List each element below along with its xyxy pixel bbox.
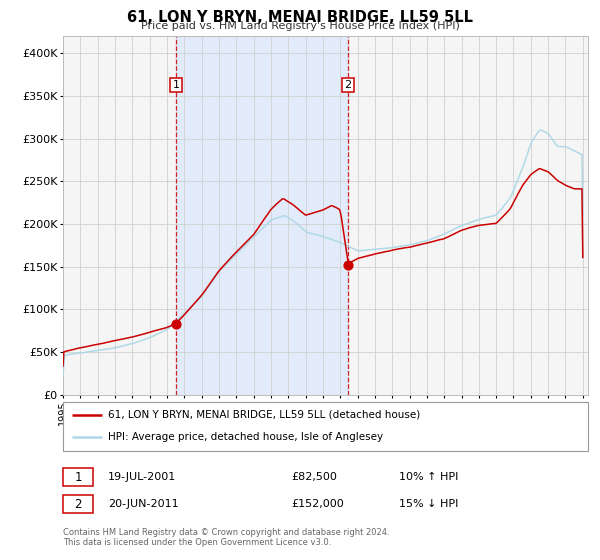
Text: Price paid vs. HM Land Registry's House Price Index (HPI): Price paid vs. HM Land Registry's House …: [140, 21, 460, 31]
Text: 15% ↓ HPI: 15% ↓ HPI: [399, 499, 458, 509]
Bar: [176, 36, 348, 395]
Text: Contains HM Land Registry data © Crown copyright and database right 2024.: Contains HM Land Registry data © Crown c…: [63, 528, 389, 536]
Text: 19-JUL-2001: 19-JUL-2001: [108, 472, 176, 482]
Text: 20-JUN-2011: 20-JUN-2011: [108, 499, 179, 509]
Text: 2: 2: [344, 80, 352, 90]
Point: [172, 320, 181, 329]
Text: 10% ↑ HPI: 10% ↑ HPI: [399, 472, 458, 482]
Text: £82,500: £82,500: [291, 472, 337, 482]
Point: [343, 260, 353, 269]
Text: 1: 1: [173, 80, 180, 90]
Text: HPI: Average price, detached house, Isle of Anglesey: HPI: Average price, detached house, Isle…: [108, 432, 383, 442]
Text: £152,000: £152,000: [291, 499, 344, 509]
Text: 2: 2: [74, 497, 82, 511]
Text: 61, LON Y BRYN, MENAI BRIDGE, LL59 5LL: 61, LON Y BRYN, MENAI BRIDGE, LL59 5LL: [127, 10, 473, 25]
Text: 1: 1: [74, 470, 82, 484]
Text: 61, LON Y BRYN, MENAI BRIDGE, LL59 5LL (detached house): 61, LON Y BRYN, MENAI BRIDGE, LL59 5LL (…: [108, 410, 420, 420]
Text: This data is licensed under the Open Government Licence v3.0.: This data is licensed under the Open Gov…: [63, 538, 331, 547]
